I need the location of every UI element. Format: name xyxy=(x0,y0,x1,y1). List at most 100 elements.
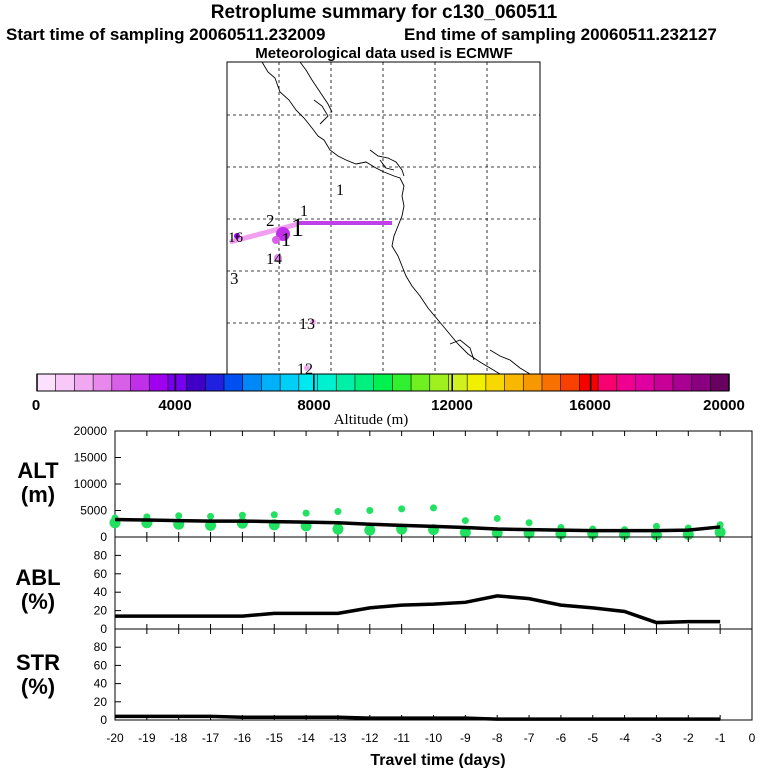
series-line xyxy=(114,517,721,533)
colorbar-swatch xyxy=(224,374,244,391)
y-tick-label: 10000 xyxy=(74,477,108,491)
colorbar-swatch xyxy=(149,374,169,391)
alt-panel-unit: (m) xyxy=(21,482,55,507)
scatter-point xyxy=(652,522,660,530)
x-tick-label: -13 xyxy=(329,731,347,745)
x-tick-label: -9 xyxy=(460,731,471,745)
x-tick-label: -11 xyxy=(393,731,410,745)
x-tick-label: -5 xyxy=(587,731,598,745)
y-tick-label: 20 xyxy=(94,604,108,618)
plume-cluster xyxy=(272,236,280,244)
chart-title: Retroplume summary for c130_060511 xyxy=(210,2,558,23)
scatter-point xyxy=(398,505,406,513)
colorbar-swatch xyxy=(579,374,599,391)
y-tick-label: 60 xyxy=(94,658,108,672)
str-panel-title: STR xyxy=(16,650,60,675)
colorbar-swatch xyxy=(261,374,281,391)
colorbar-swatch xyxy=(93,374,113,391)
x-tick-label: -18 xyxy=(170,731,188,745)
map-coastline xyxy=(261,61,531,375)
colorbar-tick-label: 0 xyxy=(32,397,40,414)
start-time-label: Start time of sampling 20060511.232009 xyxy=(6,25,326,44)
colorbar-swatch xyxy=(55,374,75,391)
scatter-point xyxy=(270,511,278,519)
colorbar-swatch xyxy=(354,374,375,391)
met-data-label: Meteorological data used is ECMWF xyxy=(255,45,513,62)
colorbar-swatch xyxy=(205,374,225,391)
x-tick-label: -14 xyxy=(297,731,315,745)
x-tick-label: -10 xyxy=(425,731,443,745)
map-label: 3 xyxy=(230,269,239,288)
scatter-point xyxy=(366,507,374,514)
colorbar-swatch xyxy=(523,374,543,391)
y-tick-label: 80 xyxy=(94,640,108,654)
series-line xyxy=(115,594,721,625)
colorbar-swatch xyxy=(74,374,94,391)
x-tick-label: -8 xyxy=(492,731,503,745)
y-tick-label: 40 xyxy=(94,677,108,691)
scatter-point xyxy=(238,511,246,519)
plume-cluster xyxy=(276,227,290,241)
colorbar-swatch xyxy=(504,374,524,391)
plume-trajectory xyxy=(229,221,392,371)
colorbar-swatch xyxy=(541,374,562,391)
x-axis-label: Travel time (days) xyxy=(370,752,505,768)
x-tick-label: -2 xyxy=(683,731,694,745)
colorbar-swatch xyxy=(467,374,487,391)
colorbar-swatch xyxy=(710,374,730,391)
colorbar-swatch xyxy=(448,374,468,391)
abl-panel-title: ABL xyxy=(15,565,60,590)
y-tick-label: 40 xyxy=(94,585,108,599)
colorbar-tick-labels: 0 4000 8000 12000 16000 20000 Altitude (… xyxy=(32,397,745,428)
x-tick-label: -3 xyxy=(651,731,662,745)
colorbar-tick-label: 8000 xyxy=(297,397,330,414)
plume-cluster xyxy=(274,254,282,262)
colorbar-swatch xyxy=(598,374,618,391)
colorbar-swatch xyxy=(392,374,412,391)
y-tick-label: 5000 xyxy=(80,504,107,518)
scatter-point xyxy=(332,523,344,535)
scatter-point xyxy=(459,526,471,538)
colorbar-swatch xyxy=(429,374,449,391)
x-tick-label: -6 xyxy=(556,731,567,745)
y-tick-label: 15000 xyxy=(74,451,108,465)
colorbar-swatch xyxy=(317,374,337,391)
colorbar-swatch xyxy=(672,374,693,391)
plume-cluster xyxy=(304,365,310,371)
x-tick-label: -15 xyxy=(266,731,284,745)
map-label: 1 xyxy=(336,182,344,199)
map-label: 1 xyxy=(281,229,291,251)
colorbar-swatch xyxy=(37,374,57,391)
x-tick-label: -7 xyxy=(524,731,535,745)
colorbar-swatch xyxy=(411,374,431,391)
y-tick-label: 20000 xyxy=(74,424,108,438)
y-tick-label: 0 xyxy=(100,713,107,727)
x-tick-label: -20 xyxy=(106,731,124,745)
colorbar-swatch xyxy=(167,374,188,391)
scatter-point xyxy=(175,512,183,520)
map-label: 14 xyxy=(266,251,282,268)
y-tick-label: 0 xyxy=(100,530,107,544)
colorbar-tick-label: 20000 xyxy=(703,397,745,414)
x-tick-label: -1 xyxy=(715,731,726,745)
end-time-label: End time of sampling 20060511.232127 xyxy=(404,25,717,44)
y-tick-label: 20 xyxy=(94,695,108,709)
x-tick-label: -4 xyxy=(619,731,630,745)
colorbar-swatch xyxy=(373,374,393,391)
scatter-point xyxy=(493,514,501,522)
colorbar-swatch xyxy=(298,374,319,391)
series-line xyxy=(115,714,721,721)
y-tick-label: 80 xyxy=(94,548,108,562)
colorbar-swatch xyxy=(111,374,132,391)
colorbar-swatch xyxy=(130,374,150,391)
colorbar-swatch xyxy=(691,374,711,391)
x-tick-label: -19 xyxy=(138,731,156,745)
colorbar-xlabel: Altitude (m) xyxy=(334,412,409,428)
y-tick-label: 0 xyxy=(100,622,107,636)
map-graticule xyxy=(227,62,540,374)
panel-alt: 0 5000 10000 15000 20000 xyxy=(74,424,753,544)
str-panel-unit: (%) xyxy=(21,674,55,699)
time-series-panels: 0 5000 10000 15000 20000 0 20 40 60 80 0 20 40 60 80 -2… xyxy=(74,424,756,745)
